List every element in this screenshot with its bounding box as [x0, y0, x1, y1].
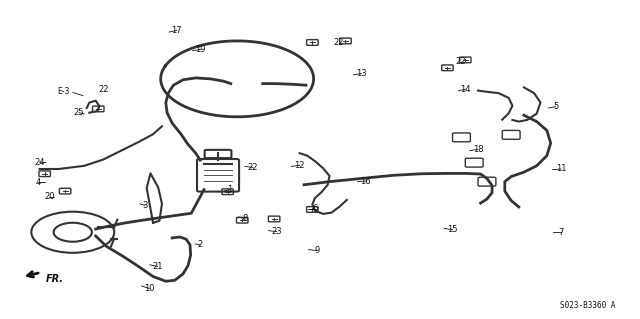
- Text: 1: 1: [227, 185, 232, 194]
- Text: 6: 6: [313, 204, 318, 213]
- Text: 19: 19: [196, 45, 206, 54]
- Text: 15: 15: [447, 225, 458, 234]
- Text: 10: 10: [144, 284, 154, 293]
- Text: 18: 18: [473, 145, 483, 154]
- Text: 22: 22: [98, 85, 109, 94]
- Text: 8: 8: [243, 214, 248, 223]
- Text: 22: 22: [248, 163, 259, 172]
- Text: 12: 12: [294, 161, 305, 170]
- Text: 24: 24: [35, 158, 45, 167]
- Text: 20: 20: [44, 192, 54, 201]
- Text: 14: 14: [460, 85, 470, 94]
- Text: S023-B3360 A: S023-B3360 A: [560, 301, 616, 310]
- Text: 2: 2: [198, 241, 203, 249]
- Text: 22: 22: [455, 57, 465, 66]
- Text: 25: 25: [74, 108, 84, 117]
- Text: 3: 3: [142, 201, 147, 210]
- Text: FR.: FR.: [46, 274, 64, 284]
- Text: 16: 16: [360, 176, 371, 186]
- Text: 21: 21: [152, 262, 163, 271]
- Text: 5: 5: [553, 102, 558, 111]
- Text: E-3: E-3: [58, 87, 70, 96]
- Text: 17: 17: [172, 26, 182, 35]
- Text: 13: 13: [356, 69, 367, 78]
- Text: 11: 11: [556, 165, 566, 174]
- Text: 4: 4: [36, 178, 41, 187]
- Text: 7: 7: [558, 228, 564, 237]
- Text: 23: 23: [271, 227, 282, 236]
- Text: 9: 9: [314, 246, 319, 255]
- Text: 22: 22: [334, 38, 344, 47]
